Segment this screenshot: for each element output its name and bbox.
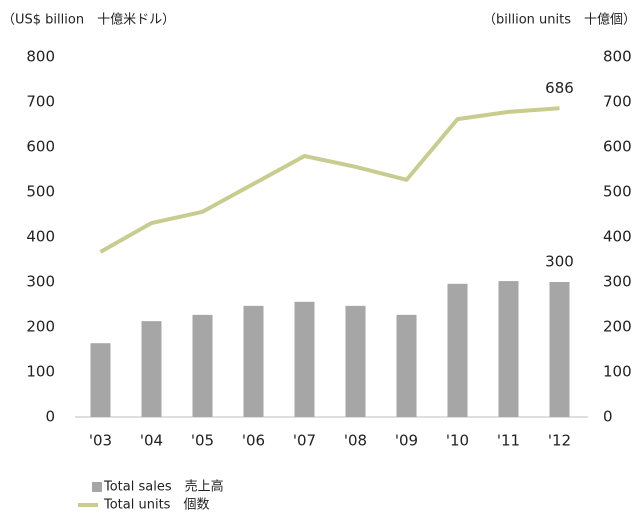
data-label: 686 — [545, 79, 574, 97]
y-tick-label: 400 — [26, 228, 55, 246]
y-tick-label: 100 — [26, 363, 55, 381]
legend-label: Total sales 売上高 — [103, 479, 224, 495]
bar — [192, 314, 213, 417]
y2-tick-label: 300 — [603, 273, 632, 291]
x-tick-label: '03 — [89, 432, 112, 450]
legend-label: Total units 個数 — [103, 498, 209, 513]
y-tick-label: 0 — [45, 408, 55, 426]
y-tick-label: 600 — [26, 138, 55, 156]
x-tick-label: '04 — [140, 432, 163, 450]
y-axis-label: （US$ billion 十億米ドル） — [2, 12, 175, 28]
x-tick-label: '11 — [497, 432, 520, 450]
y-tick-label: 500 — [26, 183, 55, 201]
y-tick-label: 700 — [26, 93, 55, 111]
bar — [243, 305, 264, 417]
bar — [549, 282, 570, 417]
x-tick-label: '12 — [548, 432, 571, 450]
y-tick-label: 200 — [26, 318, 55, 336]
data-label: 300 — [545, 253, 574, 271]
x-tick-label: '05 — [191, 432, 214, 450]
legend-swatch — [92, 482, 102, 492]
y2-tick-label: 700 — [603, 93, 632, 111]
bar — [294, 301, 315, 417]
y2-tick-label: 600 — [603, 138, 632, 156]
bar — [498, 281, 519, 417]
bar — [447, 283, 468, 417]
y-tick-label: 800 — [26, 48, 55, 66]
y2-tick-label: 0 — [603, 408, 613, 426]
x-tick-label: '08 — [344, 432, 367, 450]
y-tick-label: 300 — [26, 273, 55, 291]
y2-tick-label: 400 — [603, 228, 632, 246]
y2-tick-label: 100 — [603, 363, 632, 381]
bar — [396, 314, 417, 417]
y2-axis-label: （billion units 十億個） — [483, 12, 636, 28]
x-tick-label: '07 — [293, 432, 316, 450]
x-tick-label: '06 — [242, 432, 265, 450]
x-tick-label: '10 — [446, 432, 469, 450]
y2-tick-label: 800 — [603, 48, 632, 66]
bar — [345, 305, 366, 417]
bar — [90, 343, 111, 417]
bar — [141, 321, 162, 417]
line — [99, 106, 560, 254]
y2-tick-label: 200 — [603, 318, 632, 336]
x-tick-label: '09 — [395, 432, 418, 450]
y2-tick-label: 500 — [603, 183, 632, 201]
